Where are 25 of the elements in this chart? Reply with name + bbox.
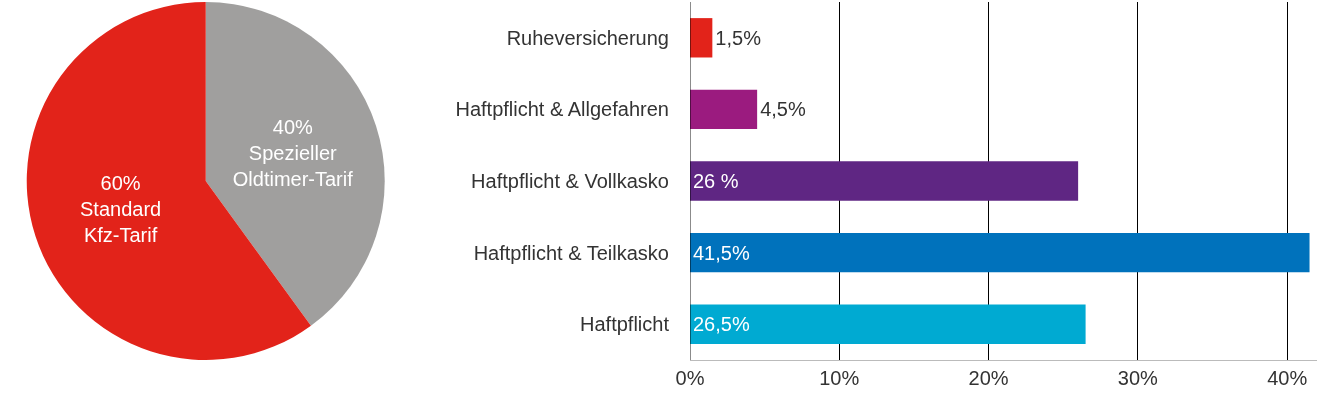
slice-label: Spezieller Oldtimer-Tarif	[232, 141, 354, 190]
data-label: 1,5%	[715, 26, 762, 49]
x-tick-label: 40%	[1267, 367, 1308, 389]
y-tick-label: Haftpflicht & Teilkasko	[473, 241, 669, 264]
slice-label: Standard Kfz-Tarif	[80, 197, 162, 246]
data-label: 26 %	[692, 170, 739, 192]
data-label: 4,5%	[760, 98, 806, 121]
data-label: 60%	[100, 171, 141, 194]
x-tick-label: 30%	[1117, 367, 1159, 389]
data-label: 41,5%	[692, 241, 750, 264]
y-tick-label: Haftpflicht & Vollkasko	[471, 170, 669, 192]
x-tick-label: 20%	[968, 367, 1009, 389]
y-tick-label: Haftpflicht	[580, 313, 670, 336]
bar	[689, 161, 1079, 201]
bar	[689, 304, 1086, 344]
bar	[689, 18, 713, 58]
data-label: 26,5%	[692, 313, 750, 336]
y-tick-label: Haftpflicht & Allgefahren	[455, 98, 669, 121]
y-tick-label: Ruheversicherung	[506, 26, 669, 49]
pie-slice	[205, 2, 385, 326]
bar	[689, 89, 758, 130]
data-label: 40%	[272, 115, 313, 138]
bar	[689, 232, 1310, 273]
x-tick-label: 0%	[675, 367, 705, 389]
x-tick-label: 10%	[819, 367, 860, 389]
